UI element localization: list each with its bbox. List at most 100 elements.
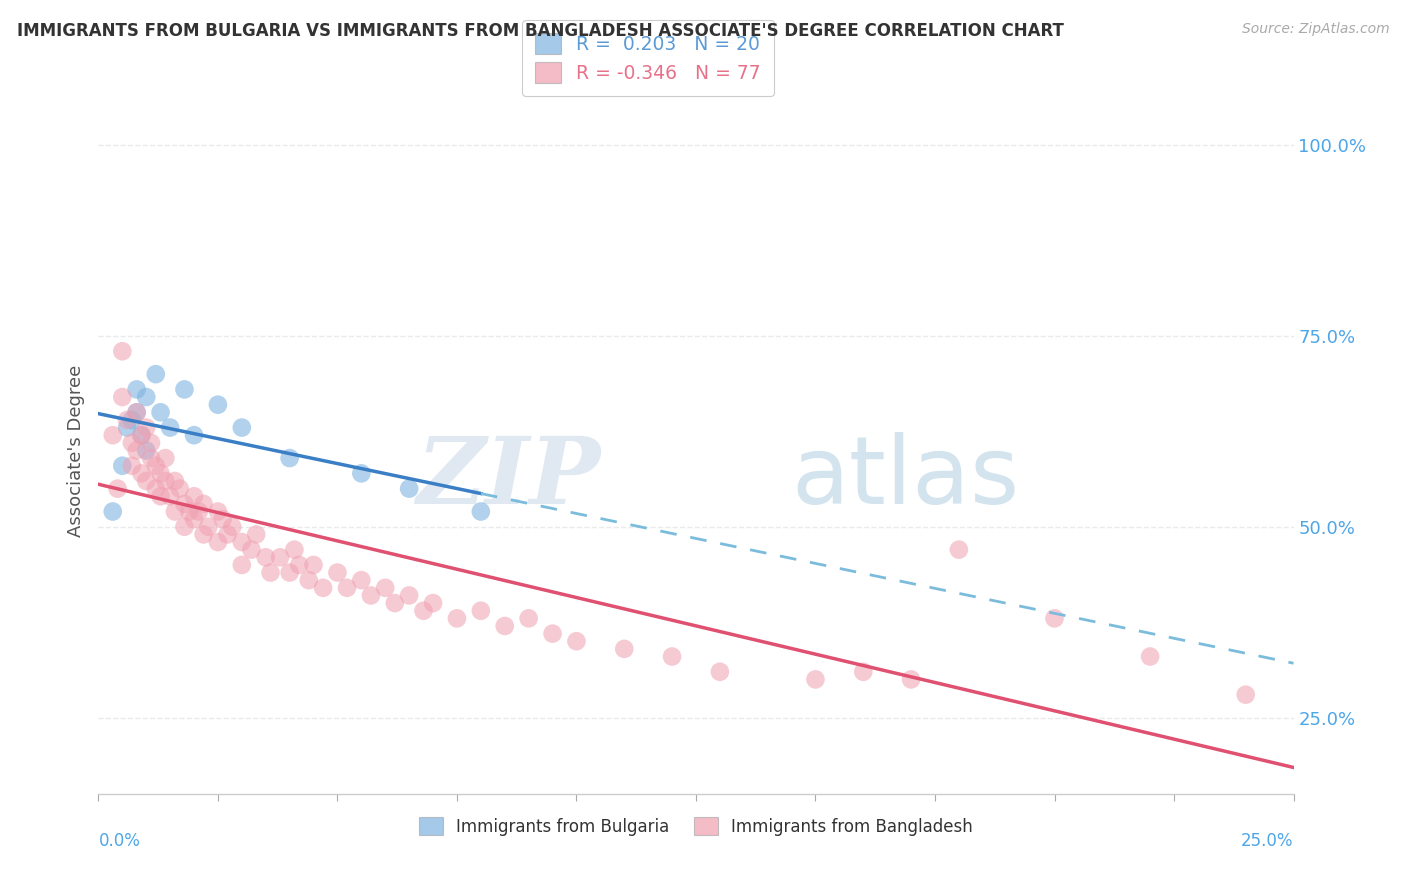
Point (217, 527, 239, 541)
Point (211, 512, 233, 526)
Point (298, 573, 321, 587)
Point (254, 550, 277, 565)
Point (179, 504, 201, 518)
Point (494, 619, 516, 633)
Point (412, 604, 434, 618)
Point (155, 451, 177, 466)
Point (115, 413, 138, 427)
Point (221, 520, 243, 534)
Point (183, 428, 205, 442)
Point (312, 581, 335, 595)
Point (111, 458, 134, 473)
Point (283, 542, 305, 557)
Point (240, 542, 263, 557)
Point (159, 420, 181, 434)
Point (169, 482, 191, 496)
Point (470, 604, 492, 618)
Point (135, 443, 157, 458)
Point (278, 566, 301, 580)
Point (115, 420, 138, 434)
Point (135, 474, 157, 488)
Point (173, 383, 195, 397)
Point (135, 390, 157, 404)
Point (360, 589, 382, 603)
Point (187, 504, 209, 518)
Point (173, 497, 195, 511)
Point (398, 482, 420, 496)
Point (207, 504, 229, 518)
Point (131, 467, 153, 481)
Point (302, 558, 325, 572)
Y-axis label: Associate's Degree: Associate's Degree (66, 364, 84, 537)
Point (288, 558, 311, 572)
Point (709, 665, 731, 679)
Point (269, 550, 291, 565)
Point (149, 467, 172, 481)
Text: IMMIGRANTS FROM BULGARIA VS IMMIGRANTS FROM BANGLADESH ASSOCIATE'S DEGREE CORREL: IMMIGRANTS FROM BULGARIA VS IMMIGRANTS F… (17, 22, 1064, 40)
Point (804, 673, 827, 687)
Point (517, 611, 540, 625)
Point (852, 665, 875, 679)
Point (173, 520, 195, 534)
Point (139, 435, 162, 450)
Point (111, 344, 134, 359)
Point (231, 535, 253, 549)
Point (163, 504, 186, 518)
Point (350, 573, 373, 587)
Point (350, 467, 373, 481)
Point (245, 527, 267, 541)
Point (613, 641, 636, 656)
Point (336, 581, 359, 595)
Text: 25.0%: 25.0% (1241, 831, 1294, 850)
Point (422, 596, 444, 610)
Point (183, 512, 205, 526)
Point (145, 367, 167, 381)
Point (197, 520, 219, 534)
Point (398, 589, 420, 603)
Point (661, 649, 683, 664)
Point (1139, 649, 1161, 664)
Point (193, 527, 215, 541)
Point (121, 413, 143, 427)
Point (121, 458, 143, 473)
Point (135, 420, 157, 434)
Point (125, 443, 148, 458)
Point (155, 474, 177, 488)
Point (107, 482, 129, 496)
Point (131, 428, 153, 442)
Point (163, 474, 186, 488)
Point (145, 458, 167, 473)
Point (207, 535, 229, 549)
Point (101, 504, 124, 518)
Point (384, 596, 406, 610)
Point (125, 405, 148, 419)
Point (149, 489, 172, 503)
Point (139, 451, 162, 466)
Point (900, 673, 922, 687)
Point (207, 398, 229, 412)
Point (541, 626, 564, 640)
Point (131, 428, 153, 442)
Text: 0.0%: 0.0% (98, 831, 141, 850)
Point (326, 566, 349, 580)
Point (259, 566, 281, 580)
Point (149, 405, 172, 419)
Text: atlas: atlas (792, 432, 1019, 524)
Point (948, 542, 970, 557)
Point (193, 497, 215, 511)
Point (121, 435, 143, 450)
Point (1234, 688, 1257, 702)
Point (231, 558, 253, 572)
Point (565, 634, 588, 648)
Point (1043, 611, 1066, 625)
Point (446, 611, 468, 625)
Point (159, 489, 181, 503)
Point (183, 489, 205, 503)
Point (231, 420, 253, 434)
Point (374, 581, 396, 595)
Text: Source: ZipAtlas.com: Source: ZipAtlas.com (1241, 22, 1389, 37)
Point (125, 405, 148, 419)
Point (111, 390, 134, 404)
Point (145, 482, 167, 496)
Point (125, 383, 148, 397)
